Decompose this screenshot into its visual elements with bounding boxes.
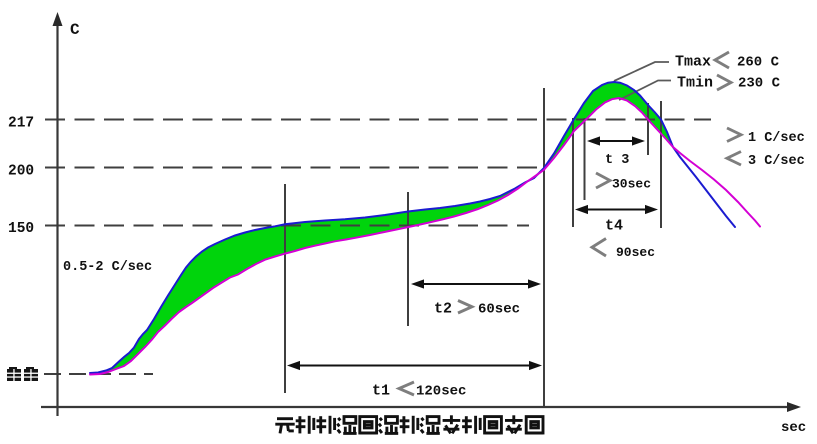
svg-text:200: 200 (8, 164, 34, 180)
svg-text:t 3: t 3 (605, 153, 629, 168)
svg-text:sec: sec (781, 420, 806, 436)
svg-text:90sec: 90sec (616, 245, 655, 260)
svg-text:260 C: 260 C (737, 54, 780, 70)
svg-text:217: 217 (8, 116, 34, 132)
svg-text:1 C/sec: 1 C/sec (748, 131, 805, 146)
svg-text:150: 150 (8, 221, 34, 237)
svg-text:60sec: 60sec (478, 302, 520, 318)
svg-text:Tmax: Tmax (675, 53, 711, 70)
svg-text:3 C/sec: 3 C/sec (748, 154, 805, 169)
svg-text:0.5-2 C/sec: 0.5-2 C/sec (63, 260, 152, 275)
svg-text:t1: t1 (372, 383, 390, 400)
svg-text:t2: t2 (434, 301, 452, 318)
svg-text:Tmin: Tmin (677, 75, 713, 92)
svg-text:C: C (70, 21, 80, 39)
svg-text:120sec: 120sec (416, 384, 466, 400)
svg-text:30sec: 30sec (612, 177, 651, 192)
svg-text:t4: t4 (605, 218, 623, 235)
svg-text:230 C: 230 C (738, 76, 781, 92)
